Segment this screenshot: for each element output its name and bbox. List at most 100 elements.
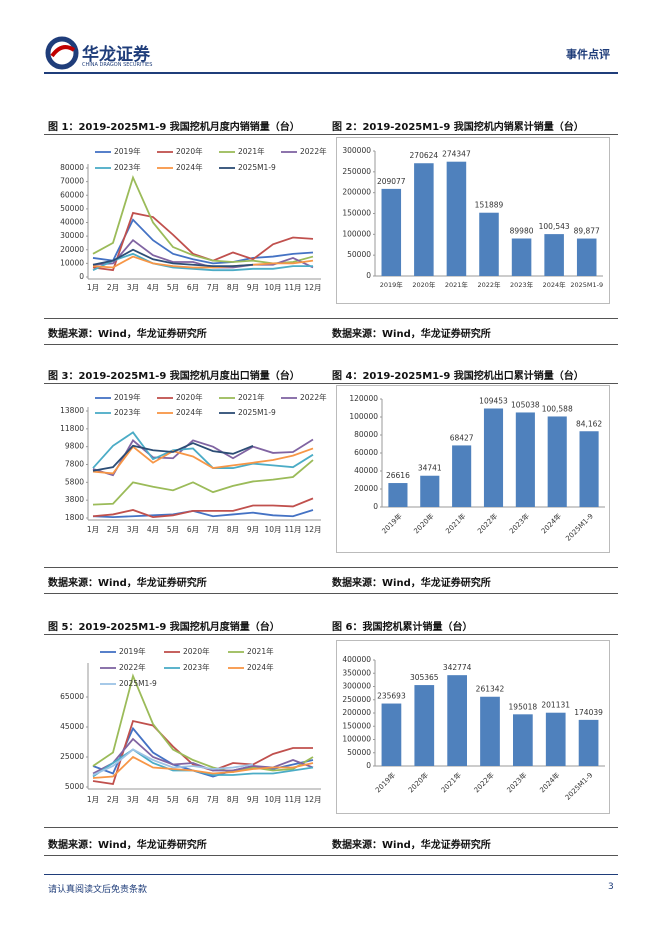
x-tick-label: 8月 [227,795,239,804]
y-tick-label: 10000 [60,258,84,267]
bar [388,483,408,507]
rule [44,134,618,135]
footer-rule [44,874,618,875]
legend-label: 2025M1-9 [119,679,157,688]
rule [44,344,618,345]
legend-label: 2024年 [176,407,203,417]
y-tick-label: 30000 [60,231,84,240]
rule [44,634,618,635]
x-tick-label: 2019年 [380,511,404,535]
x-tick-label: 3月 [127,525,139,534]
y-tick-label: 45000 [60,722,84,731]
chart: 5000 25000 45000 65000 1月 2月 3月 4月 5月 6月 7月 8月 9月 10月… [60,646,321,804]
y-tick-label: 13800 [60,406,84,415]
bar [578,719,599,766]
x-tick-label: 9月 [247,525,259,534]
y-tick-label: 400000 [342,655,371,664]
series-line [92,459,314,506]
x-tick-label: 1月 [87,795,99,804]
x-tick-label: 5月 [167,283,179,292]
x-tick-label: 2月 [107,525,119,534]
bar [576,238,597,276]
rule [44,827,618,828]
legend-label: 2020年 [183,646,210,656]
y-tick-label: 5000 [65,782,84,791]
figure-title: 图 6：我国挖机累计销量（台） [332,622,473,633]
y-tick-label: 20000 [60,245,84,254]
figure-title: 图 1：2019-2025M1-9 我国挖机月度内销销量（台） [48,122,300,133]
bar [545,712,566,766]
y-tick-label: 9800 [65,442,84,451]
y-tick-label: 350000 [342,668,371,677]
series-line [92,755,314,779]
rule [44,318,618,319]
bar [483,408,504,507]
legend-label: 2021年 [247,646,274,656]
brand-en: CHINA DRAGON SECURITIES [82,62,153,68]
x-tick-label: 2024年 [543,280,567,289]
series-line [92,255,314,269]
chart: 0 50000 100000 150000 200000 250000 300000 3500… [336,640,610,814]
y-tick-label: 25000 [60,752,84,761]
x-tick-label: 11月 [284,283,301,292]
x-tick-label: 2020年 [412,511,436,535]
y-tick-label: 300000 [342,146,371,155]
x-tick-label: 6月 [187,795,199,804]
x-tick-label: 4月 [147,525,159,534]
figure-source: 数据来源：Wind，华龙证券研究所 [48,329,207,340]
legend-label: 2019年 [114,146,141,156]
x-tick-label: 2022年 [477,280,501,289]
brand: 华龙证券 [82,45,150,65]
figure-title: 图 2：2019-2025M1-9 我国挖机内销累计销量（台） [332,122,584,133]
x-tick-label: 2021年 [439,770,463,794]
x-tick-label: 11月 [284,795,301,804]
figure-source: 数据来源：Wind，华龙证券研究所 [48,840,207,851]
section: 事件点评 [566,48,610,61]
y-tick-label: 65000 [60,692,84,701]
value-label: 209077 [377,177,406,186]
rule [44,593,618,594]
chart: 0 10000 20000 30000 40000 50000 60000 70000 8000… [60,146,327,292]
x-tick-label: 7月 [207,795,219,804]
x-tick-label: 2022年 [475,511,499,535]
figure-source: 数据来源：Wind，华龙证券研究所 [332,329,491,340]
x-tick-label: 9月 [247,795,259,804]
chart: 1800 3800 5800 7800 9800 11800 13800 1月 2月 3月 4月 5月… [60,392,327,534]
series-line [92,673,314,773]
series-line [92,509,314,519]
y-tick-label: 50000 [60,204,84,213]
y-tick-label: 0 [366,761,371,770]
bar [381,703,402,766]
x-tick-label: 8月 [227,525,239,534]
figure-source: 数据来源：Wind，华龙证券研究所 [332,578,491,589]
x-tick-label: 2025M1-9 [570,281,603,289]
bar [515,412,535,507]
value-label: 261342 [476,685,505,694]
legend-label: 2022年 [300,146,327,156]
y-tick-label: 40000 [60,218,84,227]
legend-label: 2022年 [300,392,327,402]
bar [447,675,467,766]
legend-label: 2025M1-9 [238,163,276,172]
y-tick-label: 250000 [342,695,371,704]
series-line [92,248,254,267]
page-number: 3 [608,882,614,892]
value-label: 151889 [475,201,504,210]
chart: 0 50000 100000 150000 200000 250000 300000 2090… [336,137,610,304]
x-tick-label: 2019年 [373,770,397,794]
y-tick-label: 7800 [65,460,84,469]
y-tick-label: 3800 [65,495,84,504]
value-label: 342774 [443,663,472,672]
y-tick-label: 5800 [65,477,84,486]
value-label: 68427 [450,433,474,442]
figure-title: 图 4：2019-2025M1-9 我国挖机出口累计销量（台） [332,371,584,382]
bar [479,212,499,276]
disclaimer: 请认真阅读文后免责条款 [48,885,148,895]
value-label: 34741 [418,464,442,473]
bar [547,416,567,507]
y-tick-label: 200000 [342,188,371,197]
series-line [92,174,314,265]
bar [414,685,435,766]
legend-label: 2022年 [119,662,146,672]
